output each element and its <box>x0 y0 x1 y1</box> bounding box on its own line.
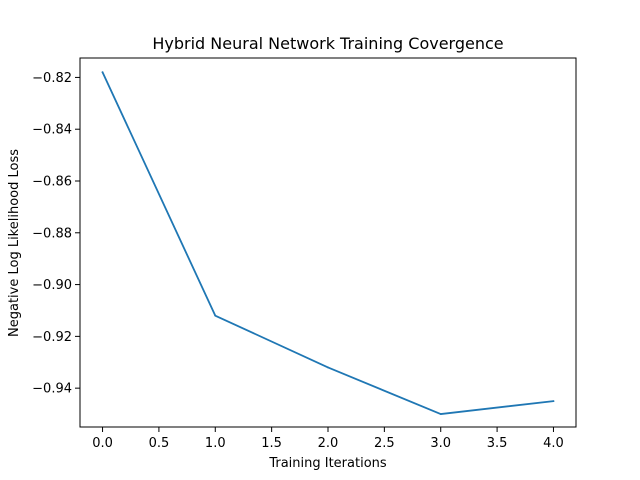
y-tick-label: −0.94 <box>32 382 72 397</box>
x-tick-label: 4.0 <box>543 436 564 451</box>
y-tick-label: −0.92 <box>32 330 72 345</box>
chart-title: Hybrid Neural Network Training Covergenc… <box>152 34 503 53</box>
x-tick-label: 3.0 <box>430 436 451 451</box>
x-axis-label: Training Iterations <box>268 456 387 471</box>
series-line-0 <box>101 71 555 415</box>
data-point <box>101 71 104 74</box>
y-tick-label: −0.90 <box>32 278 72 293</box>
x-tick-label: 0.5 <box>149 436 170 451</box>
x-tick-label: 1.5 <box>261 436 282 451</box>
y-tick-label: −0.88 <box>32 226 72 241</box>
y-axis: −0.82 −0.84 −0.86 −0.88 −0.90 −0.92 −0.94 <box>32 71 80 397</box>
x-tick-label: 3.5 <box>487 436 508 451</box>
x-tick-label: 1.0 <box>205 436 226 451</box>
axes-frame <box>79 57 577 428</box>
y-tick-label: −0.82 <box>32 71 72 86</box>
y-axis-label: Negative Log Likelihood Loss <box>7 149 22 337</box>
data-point <box>327 366 329 369</box>
x-axis: 0.0 0.5 1.0 1.5 2.0 2.5 3.0 3.5 4.0 <box>92 427 564 451</box>
y-tick-label: −0.86 <box>32 175 72 190</box>
x-tick-label: 0.0 <box>92 436 113 451</box>
series-group <box>101 71 555 415</box>
x-tick-label: 2.0 <box>318 436 339 451</box>
data-point <box>439 413 442 415</box>
data-point <box>552 400 555 403</box>
x-tick-label: 2.5 <box>374 436 395 451</box>
data-point <box>214 314 217 317</box>
y-tick-label: −0.84 <box>32 123 72 138</box>
